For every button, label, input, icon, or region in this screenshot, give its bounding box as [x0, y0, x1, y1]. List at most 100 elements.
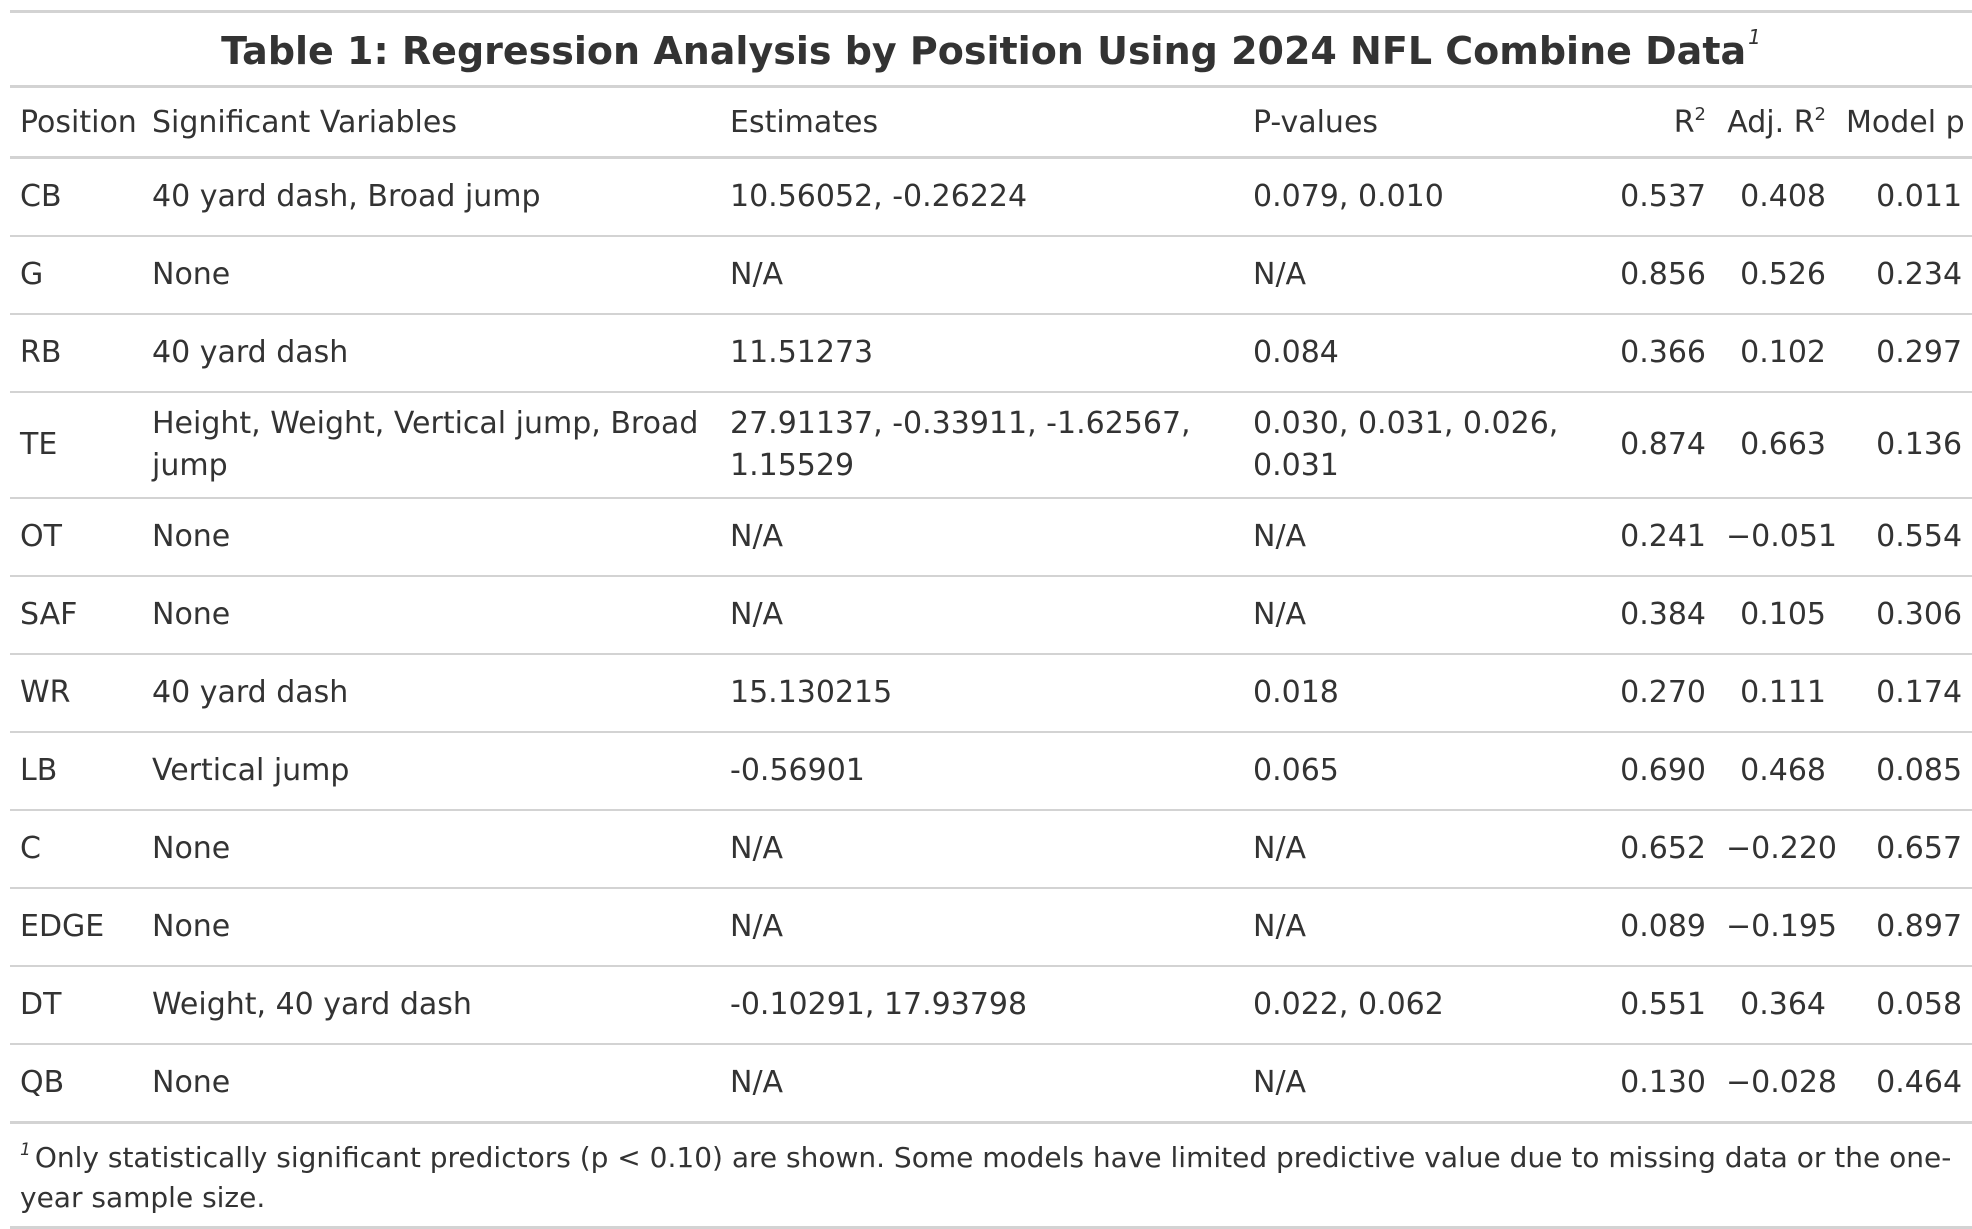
- cell-estimates: 11.51273: [720, 314, 1243, 393]
- cell-r2: 0.652: [1583, 810, 1716, 889]
- cell-model-p: 0.011: [1836, 157, 1972, 237]
- table-row: SAF None N/A N/A 0.384 0.105 0.306: [10, 576, 1972, 655]
- cell-estimates: 10.56052, -0.26224: [720, 157, 1243, 237]
- table-row: LB Vertical jump -0.56901 0.065 0.690 0.…: [10, 732, 1972, 811]
- cell-r2: 0.089: [1583, 888, 1716, 967]
- cell-model-p: 0.136: [1836, 392, 1972, 499]
- column-header-position: Position: [10, 86, 142, 159]
- cell-r2: 0.384: [1583, 576, 1716, 655]
- cell-estimates: N/A: [720, 1044, 1243, 1124]
- cell-model-p: 0.554: [1836, 498, 1972, 577]
- title-footnote-mark: 1: [1748, 25, 1761, 49]
- cell-estimates: N/A: [720, 810, 1243, 889]
- r2-label: R: [1673, 105, 1695, 140]
- cell-adj-r2: −0.220: [1716, 810, 1837, 889]
- cell-adj-r2: 0.364: [1716, 966, 1836, 1045]
- footnote-mark: 1: [20, 1140, 31, 1160]
- column-header-estimates: Estimates: [720, 86, 1243, 159]
- cell-p-values: 0.079, 0.010: [1243, 157, 1583, 237]
- cell-significant-variables: 40 yard dash: [142, 314, 720, 393]
- cell-position: QB: [10, 1044, 142, 1124]
- cell-estimates: -0.56901: [720, 732, 1243, 811]
- cell-position: EDGE: [10, 888, 142, 967]
- adj-r2-label: Adj. R: [1727, 105, 1815, 140]
- cell-r2: 0.241: [1583, 498, 1716, 577]
- cell-p-values: N/A: [1243, 236, 1583, 315]
- cell-significant-variables: None: [142, 1044, 720, 1124]
- table-row: CB 40 yard dash, Broad jump 10.56052, -0…: [10, 157, 1972, 237]
- table-row: RB 40 yard dash 11.51273 0.084 0.366 0.1…: [10, 314, 1972, 393]
- cell-model-p: 0.306: [1836, 576, 1972, 655]
- adj-r2-superscript: 2: [1814, 104, 1826, 125]
- table-row: EDGE None N/A N/A 0.089 −0.195 0.897: [10, 888, 1972, 967]
- cell-model-p: 0.058: [1836, 966, 1972, 1045]
- cell-p-values: N/A: [1243, 498, 1583, 577]
- cell-position: CB: [10, 157, 142, 237]
- cell-adj-r2: 0.111: [1716, 654, 1836, 733]
- cell-significant-variables: 40 yard dash: [142, 654, 720, 733]
- cell-adj-r2: 0.105: [1716, 576, 1836, 655]
- column-header-p-values: P-values: [1243, 86, 1583, 159]
- cell-significant-variables: None: [142, 498, 720, 577]
- cell-adj-r2: −0.028: [1716, 1044, 1837, 1124]
- regression-table-container: Table 1: Regression Analysis by Position…: [10, 10, 1972, 1229]
- cell-position: LB: [10, 732, 142, 811]
- cell-estimates: N/A: [720, 576, 1243, 655]
- r2-superscript: 2: [1694, 104, 1706, 125]
- cell-estimates: N/A: [720, 236, 1243, 315]
- table-row: OT None N/A N/A 0.241 −0.051 0.554: [10, 498, 1972, 577]
- cell-p-values: 0.084: [1243, 314, 1583, 393]
- cell-significant-variables: Vertical jump: [142, 732, 720, 811]
- cell-significant-variables: Weight, 40 yard dash: [142, 966, 720, 1045]
- cell-p-values: 0.018: [1243, 654, 1583, 733]
- table-row: TE Height, Weight, Vertical jump, Broad …: [10, 392, 1972, 499]
- cell-model-p: 0.464: [1836, 1044, 1972, 1124]
- column-header-r2: R2: [1583, 86, 1716, 159]
- cell-estimates: N/A: [720, 498, 1243, 577]
- table-row: WR 40 yard dash 15.130215 0.018 0.270 0.…: [10, 654, 1972, 733]
- cell-estimates: -0.10291, 17.93798: [720, 966, 1243, 1045]
- cell-significant-variables: None: [142, 810, 720, 889]
- cell-p-values: N/A: [1243, 810, 1583, 889]
- cell-p-values: N/A: [1243, 576, 1583, 655]
- cell-r2: 0.874: [1583, 392, 1716, 499]
- cell-model-p: 0.085: [1836, 732, 1972, 811]
- cell-position: WR: [10, 654, 142, 733]
- cell-position: DT: [10, 966, 142, 1045]
- cell-p-values: 0.022, 0.062: [1243, 966, 1583, 1045]
- table-row: QB None N/A N/A 0.130 −0.028 0.464: [10, 1044, 1972, 1124]
- cell-r2: 0.130: [1583, 1044, 1716, 1124]
- cell-estimates: 15.130215: [720, 654, 1243, 733]
- cell-estimates: 27.91137, -0.33911, -1.62567, 1.15529: [720, 392, 1243, 499]
- cell-adj-r2: 0.526: [1716, 236, 1836, 315]
- cell-adj-r2: −0.195: [1716, 888, 1837, 967]
- cell-p-values: N/A: [1243, 888, 1583, 967]
- regression-table: Table 1: Regression Analysis by Position…: [10, 10, 1972, 1229]
- cell-position: G: [10, 236, 142, 315]
- cell-r2: 0.690: [1583, 732, 1716, 811]
- table-title: Table 1: Regression Analysis by Position…: [10, 11, 1972, 88]
- cell-model-p: 0.657: [1836, 810, 1972, 889]
- cell-r2: 0.537: [1583, 157, 1716, 237]
- cell-r2: 0.270: [1583, 654, 1716, 733]
- column-header-significant-variables: Significant Variables: [142, 86, 720, 159]
- cell-adj-r2: 0.102: [1716, 314, 1836, 393]
- table-row: G None N/A N/A 0.856 0.526 0.234: [10, 236, 1972, 315]
- column-header-model-p: Model p: [1836, 86, 1972, 159]
- cell-p-values: N/A: [1243, 1044, 1583, 1124]
- cell-model-p: 0.234: [1836, 236, 1972, 315]
- cell-position: TE: [10, 392, 142, 499]
- table-footnote: 1 Only statistically significant predicto…: [10, 1123, 1972, 1228]
- cell-position: C: [10, 810, 142, 889]
- cell-estimates: N/A: [720, 888, 1243, 967]
- cell-model-p: 0.174: [1836, 654, 1972, 733]
- column-header-adj-r2: Adj. R2: [1716, 86, 1836, 159]
- footnote-row: 1 Only statistically significant predicto…: [10, 1123, 1972, 1228]
- table-row: C None N/A N/A 0.652 −0.220 0.657: [10, 810, 1972, 889]
- cell-significant-variables: None: [142, 236, 720, 315]
- cell-significant-variables: None: [142, 888, 720, 967]
- cell-adj-r2: −0.051: [1716, 498, 1837, 577]
- table-title-row: Table 1: Regression Analysis by Position…: [10, 11, 1972, 88]
- cell-adj-r2: 0.663: [1716, 392, 1836, 499]
- footnote-text: Only statistically significant predictor…: [20, 1141, 1952, 1214]
